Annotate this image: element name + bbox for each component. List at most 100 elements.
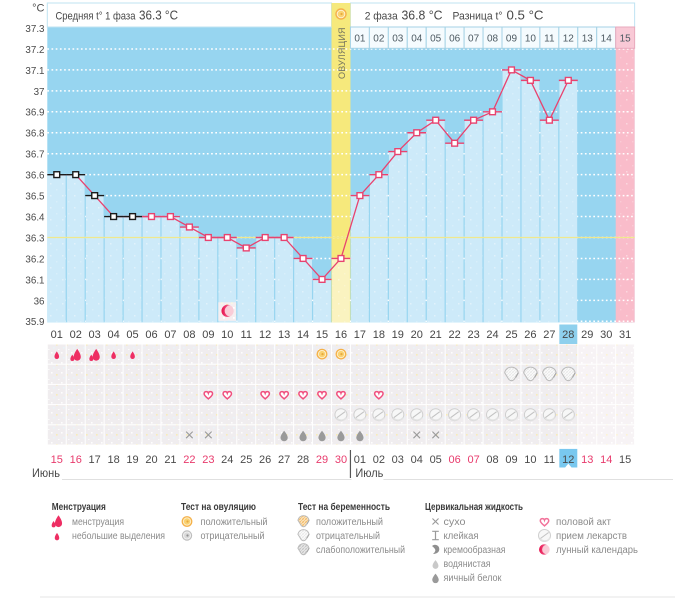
svg-text:12: 12: [563, 34, 575, 45]
svg-text:Июнь: Июнь: [32, 468, 60, 480]
svg-text:36.3: 36.3: [25, 233, 45, 244]
svg-text:01: 01: [51, 329, 63, 341]
svg-text:25: 25: [505, 329, 517, 341]
svg-text:менструация: менструация: [72, 517, 124, 528]
svg-text:10: 10: [524, 454, 536, 466]
svg-text:22: 22: [183, 454, 195, 466]
svg-text:лунный календарь: лунный календарь: [556, 545, 638, 556]
svg-text:небольшие выделения: небольшие выделения: [72, 530, 165, 542]
svg-text:07: 07: [164, 329, 176, 341]
svg-text:09: 09: [202, 329, 214, 341]
svg-text:36.1: 36.1: [25, 275, 44, 286]
svg-text:14: 14: [600, 454, 612, 466]
svg-text:17: 17: [89, 454, 101, 466]
svg-text:24: 24: [221, 454, 233, 466]
svg-text:37.1: 37.1: [25, 66, 44, 77]
svg-text:11: 11: [544, 454, 555, 466]
svg-text:36.6: 36.6: [25, 171, 45, 182]
svg-text:13: 13: [581, 454, 593, 466]
svg-text:18: 18: [107, 454, 119, 466]
svg-text:36.2: 36.2: [25, 254, 44, 265]
svg-text:25: 25: [240, 454, 252, 466]
svg-text:37.3: 37.3: [25, 24, 45, 35]
svg-text:26: 26: [524, 329, 536, 341]
svg-text:36.4: 36.4: [25, 212, 45, 223]
svg-text:27: 27: [278, 454, 290, 466]
svg-text:0.5 °C: 0.5 °C: [507, 8, 544, 23]
svg-text:Средняя t° 1 фаза: Средняя t° 1 фаза: [56, 11, 137, 23]
svg-text:05: 05: [126, 329, 138, 341]
svg-text:07: 07: [467, 454, 479, 466]
svg-text:03: 03: [392, 34, 404, 45]
svg-text:03: 03: [89, 329, 101, 341]
svg-text:24: 24: [486, 329, 498, 341]
svg-text:02: 02: [373, 34, 385, 45]
svg-text:21: 21: [430, 329, 442, 341]
svg-text:02: 02: [70, 329, 82, 341]
svg-text:09: 09: [505, 454, 517, 466]
svg-text:13: 13: [582, 34, 594, 45]
svg-text:06: 06: [449, 34, 461, 45]
svg-text:2 фаза: 2 фаза: [365, 11, 399, 23]
svg-text:13: 13: [278, 329, 290, 341]
svg-text:14: 14: [297, 329, 309, 341]
svg-text:36.7: 36.7: [25, 150, 44, 161]
svg-text:36.8: 36.8: [25, 129, 45, 140]
svg-text:кремообразная: кремообразная: [444, 544, 506, 556]
svg-text:36.8 °C: 36.8 °C: [402, 8, 443, 23]
svg-text:36.5: 36.5: [25, 192, 45, 203]
svg-text:15: 15: [620, 34, 632, 45]
svg-text:30: 30: [335, 454, 347, 466]
svg-text:Разница t°: Разница t°: [453, 11, 503, 23]
svg-text:01: 01: [354, 34, 366, 45]
svg-text:21: 21: [164, 454, 176, 466]
svg-text:30: 30: [600, 329, 612, 341]
svg-text:клейкая: клейкая: [444, 531, 479, 542]
svg-text:10: 10: [525, 34, 537, 45]
svg-text:27: 27: [543, 329, 555, 341]
svg-text:09: 09: [506, 34, 518, 45]
svg-text:10: 10: [221, 329, 233, 341]
svg-text:Менструация: Менструация: [52, 502, 106, 513]
svg-text:Цервикальная жидкость: Цервикальная жидкость: [425, 502, 523, 513]
svg-text:36.3 °C: 36.3 °C: [139, 8, 178, 23]
svg-text:слабоположительный: слабоположительный: [316, 544, 405, 556]
svg-text:35.9: 35.9: [25, 317, 44, 328]
svg-text:06: 06: [449, 454, 461, 466]
svg-text:°C: °C: [32, 3, 44, 15]
svg-text:14: 14: [601, 34, 613, 45]
svg-text:11: 11: [544, 34, 555, 45]
svg-text:15: 15: [316, 329, 328, 341]
svg-text:05: 05: [430, 34, 442, 45]
svg-text:08: 08: [183, 329, 195, 341]
svg-text:16: 16: [70, 454, 82, 466]
svg-text:Тест на овуляцию: Тест на овуляцию: [181, 502, 256, 513]
svg-text:08: 08: [486, 454, 498, 466]
svg-text:15: 15: [51, 454, 63, 466]
svg-text:28: 28: [297, 454, 309, 466]
svg-text:20: 20: [411, 329, 423, 341]
svg-text:водянистая: водянистая: [444, 559, 491, 570]
svg-text:29: 29: [581, 329, 593, 341]
svg-text:31: 31: [619, 329, 631, 341]
svg-text:12: 12: [562, 454, 574, 466]
svg-text:сухо: сухо: [444, 517, 466, 528]
svg-text:19: 19: [392, 329, 404, 341]
svg-text:07: 07: [468, 34, 480, 45]
svg-text:23: 23: [202, 454, 214, 466]
svg-text:08: 08: [487, 34, 499, 45]
svg-text:11: 11: [241, 329, 252, 341]
svg-text:20: 20: [145, 454, 157, 466]
svg-text:Тест на беременность: Тест на беременность: [298, 501, 390, 513]
svg-text:12: 12: [259, 329, 271, 341]
svg-text:ОВУЛЯЦИЯ: ОВУЛЯЦИЯ: [337, 27, 347, 79]
svg-text:положительный: положительный: [201, 517, 268, 528]
svg-text:Июль: Июль: [355, 468, 383, 480]
svg-text:37.2: 37.2: [25, 45, 44, 56]
svg-text:36.9: 36.9: [25, 108, 44, 119]
svg-text:29: 29: [316, 454, 328, 466]
svg-text:36: 36: [34, 296, 45, 307]
svg-text:яичный белок: яичный белок: [444, 572, 503, 584]
svg-text:05: 05: [430, 454, 442, 466]
svg-text:отрицательный: отрицательный: [316, 531, 380, 542]
